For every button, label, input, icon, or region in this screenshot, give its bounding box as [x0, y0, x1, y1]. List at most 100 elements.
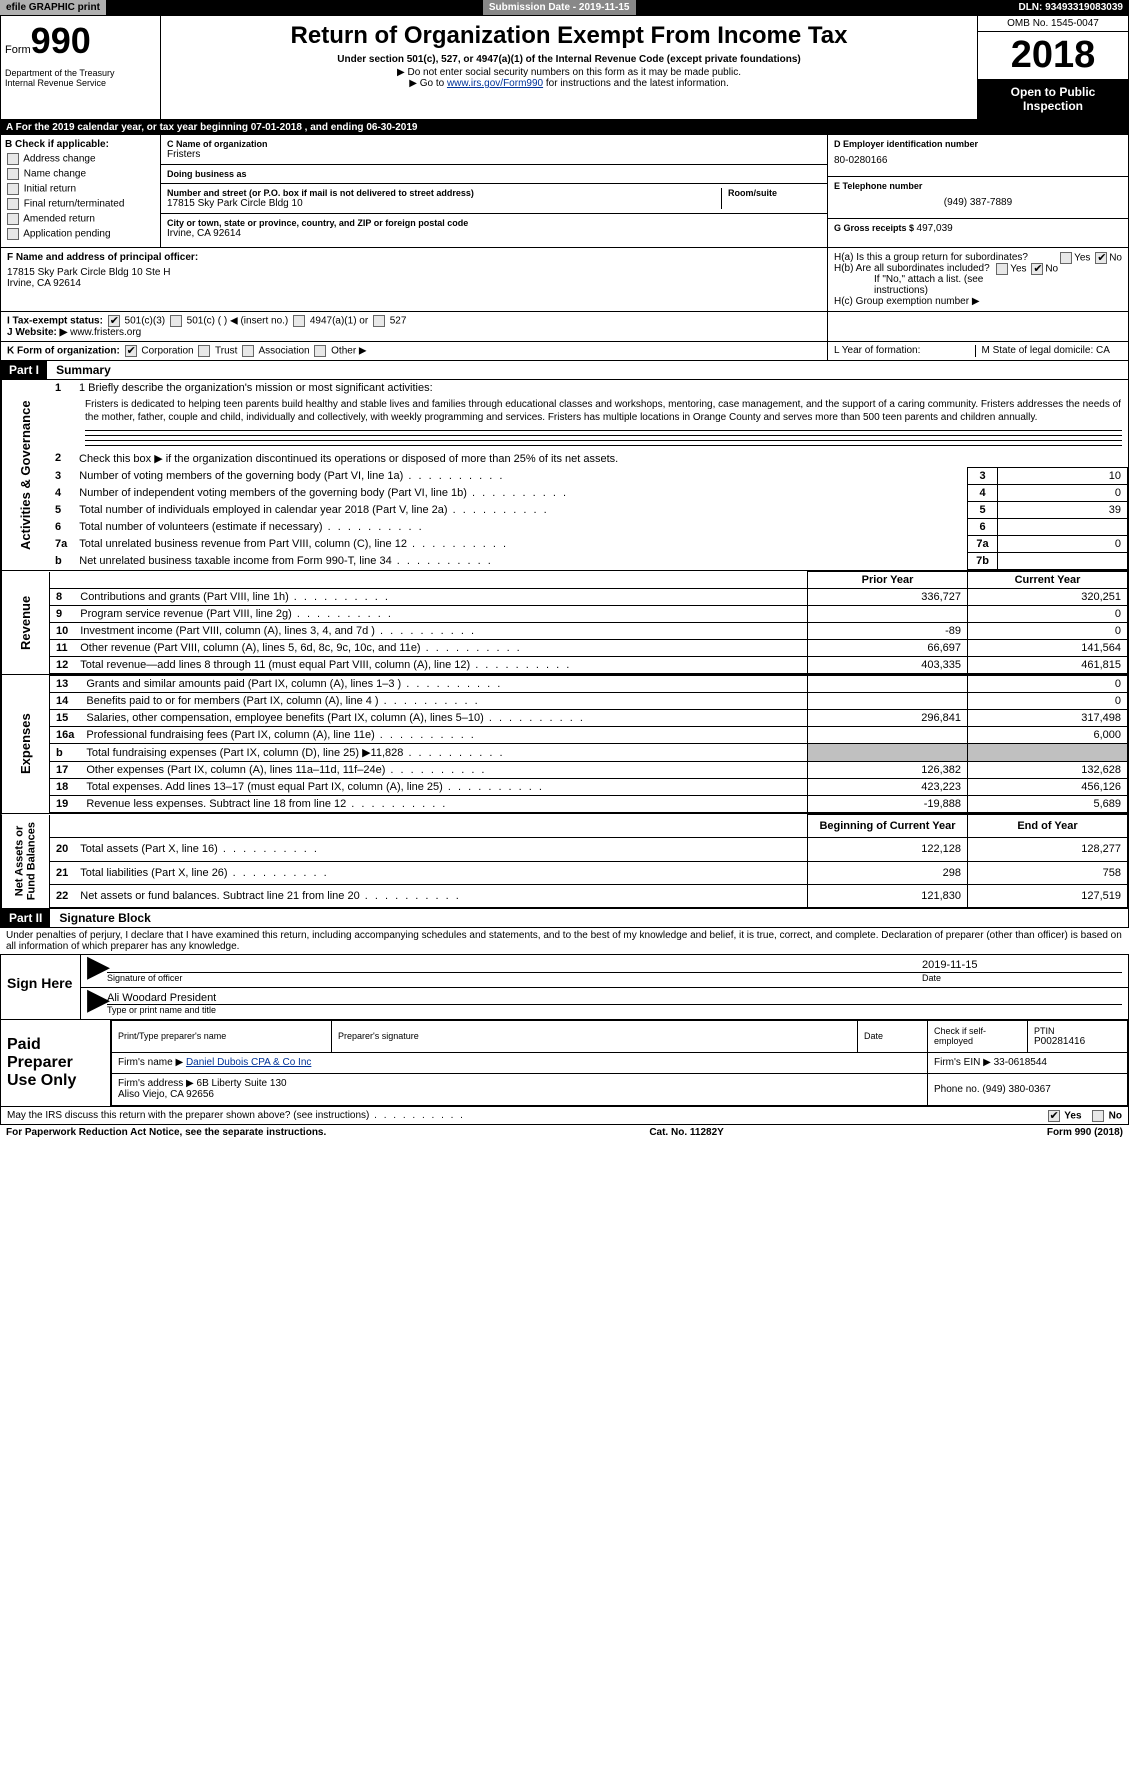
- discuss-text: May the IRS discuss this return with the…: [7, 1110, 369, 1121]
- checkbox-icon[interactable]: [1095, 252, 1107, 264]
- prep-date-label: Date: [864, 1031, 921, 1041]
- expenses-group: Expenses 13Grants and similar amounts pa…: [0, 675, 1129, 814]
- checkbox-icon[interactable]: [125, 345, 137, 357]
- prep-name-label: Print/Type preparer's name: [118, 1031, 325, 1041]
- revenue-group: Revenue Prior YearCurrent Year 8Contribu…: [0, 571, 1129, 675]
- part1-header: Part I Summary: [0, 361, 1129, 380]
- table-row: 22Net assets or fund balances. Subtract …: [50, 884, 1128, 907]
- table-row: 13Grants and similar amounts paid (Part …: [50, 676, 1128, 693]
- checkbox-icon[interactable]: [7, 168, 19, 180]
- submission-date: Submission Date - 2019-11-15: [483, 0, 636, 15]
- checkbox-icon[interactable]: [1048, 1110, 1060, 1122]
- arrow-icon: ▶: [87, 959, 107, 983]
- part2-title: Signature Block: [53, 909, 156, 927]
- table-row: bTotal fundraising expenses (Part IX, co…: [50, 744, 1128, 762]
- irs-link[interactable]: www.irs.gov/Form990: [447, 78, 543, 89]
- activities-governance: Activities & Governance 1 1 Briefly desc…: [0, 380, 1129, 571]
- opt-trust: Trust: [215, 346, 237, 357]
- footer: For Paperwork Reduction Act Notice, see …: [0, 1125, 1129, 1140]
- street-address: 17815 Sky Park Circle Bldg 10: [167, 198, 721, 209]
- form-org-label: K Form of organization:: [7, 346, 120, 357]
- table-row: b Net unrelated business taxable income …: [49, 553, 1128, 570]
- part2-tab: Part II: [1, 909, 50, 927]
- firm-phone: (949) 380-0367: [982, 1084, 1050, 1095]
- opt-501c: 501(c) ( ) ◀ (insert no.): [187, 316, 289, 327]
- checkbox-icon[interactable]: [108, 315, 120, 327]
- opt-assoc: Association: [258, 346, 309, 357]
- checkbox-icon[interactable]: [996, 263, 1008, 275]
- form-note-2: ▶ Go to www.irs.gov/Form990 for instruct…: [167, 78, 971, 89]
- cb-label: Initial return: [24, 184, 76, 195]
- header-right: OMB No. 1545-0047 2018 Open to Public In…: [978, 16, 1128, 119]
- sig-row-1: ▶ 2019-11-15 Signature of officerDate: [81, 955, 1128, 988]
- ein-row: D Employer identification number 80-0280…: [828, 135, 1128, 177]
- checkbox-icon[interactable]: [170, 315, 182, 327]
- checkbox-icon[interactable]: [1092, 1110, 1104, 1122]
- opt-other: Other ▶: [331, 346, 366, 357]
- no-label: No: [1109, 1111, 1122, 1122]
- checkbox-icon[interactable]: [314, 345, 326, 357]
- firm-addr-label: Firm's address ▶: [118, 1078, 194, 1089]
- side-label-revenue: Revenue: [1, 571, 49, 674]
- hc-right: [828, 312, 1128, 341]
- checkbox-icon[interactable]: [7, 198, 19, 210]
- officer-name: Ali Woodard President: [107, 992, 1122, 1005]
- cb-amended: Amended return: [5, 213, 156, 225]
- addr-label: Number and street (or P.O. box if mail i…: [167, 188, 721, 198]
- checkbox-icon[interactable]: [373, 315, 385, 327]
- table-row: 6 Total number of volunteers (estimate i…: [49, 519, 1128, 536]
- opt-501c3: 501(c)(3): [125, 316, 166, 327]
- cb-pending: Application pending: [5, 228, 156, 240]
- table-row: 3 Number of voting members of the govern…: [49, 468, 1128, 485]
- gross-row: G Gross receipts $ 497,039: [828, 219, 1128, 238]
- dept-label: Department of the Treasury Internal Reve…: [5, 68, 156, 88]
- sig-row-2: ▶ Ali Woodard President Type or print na…: [81, 988, 1128, 1019]
- cb-name: Name change: [5, 168, 156, 180]
- hc-label: H(c) Group exemption number ▶: [834, 296, 1122, 307]
- checkbox-icon[interactable]: [198, 345, 210, 357]
- dln: DLN: 93493319083039: [1012, 0, 1129, 15]
- ha-label: H(a) Is this a group return for subordin…: [834, 252, 1028, 263]
- checkbox-icon[interactable]: [1060, 252, 1072, 264]
- omb-number: OMB No. 1545-0047: [978, 16, 1128, 32]
- row-k-l-m: K Form of organization: Corporation Trus…: [0, 342, 1129, 361]
- mission-text: Fristers is dedicated to helping teen pa…: [49, 396, 1128, 426]
- paid-preparer-block: Paid Preparer Use Only Print/Type prepar…: [0, 1020, 1129, 1107]
- l-m-box: L Year of formation: M State of legal do…: [828, 342, 1128, 360]
- line-1: 1 1 Briefly describe the organization's …: [49, 380, 1128, 396]
- firm-name[interactable]: Daniel Dubois CPA & Co Inc: [186, 1057, 311, 1068]
- gross-value: 497,039: [917, 223, 953, 234]
- state-domicile: M State of legal domicile: CA: [975, 345, 1123, 357]
- table-row: 8Contributions and grants (Part VIII, li…: [50, 589, 1128, 606]
- checkbox-icon[interactable]: [293, 315, 305, 327]
- checkbox-icon[interactable]: [1031, 263, 1043, 275]
- yes-label: Yes: [1064, 1111, 1081, 1122]
- info-grid: B Check if applicable: Address change Na…: [0, 135, 1129, 248]
- side-label-gov: Activities & Governance: [1, 380, 49, 570]
- checkbox-icon[interactable]: [7, 183, 19, 195]
- tax-year: 2018: [978, 32, 1128, 79]
- tax-exempt-label: I Tax-exempt status:: [7, 316, 103, 327]
- checkbox-icon[interactable]: [7, 153, 19, 165]
- checkbox-icon[interactable]: [7, 213, 19, 225]
- table-row: 4 Number of independent voting members o…: [49, 485, 1128, 502]
- checkbox-icon[interactable]: [7, 228, 19, 240]
- firm-ein: 33-0618544: [994, 1057, 1047, 1068]
- checkbox-icon[interactable]: [242, 345, 254, 357]
- dba-label: Doing business as: [167, 169, 821, 179]
- form-subtitle: Under section 501(c), 527, or 4947(a)(1)…: [167, 54, 971, 65]
- principal-officer: F Name and address of principal officer:…: [1, 248, 828, 311]
- tax-exempt-row: I Tax-exempt status: 501(c)(3) 501(c) ( …: [1, 312, 828, 341]
- table-row: 5 Total number of individuals employed i…: [49, 502, 1128, 519]
- ein-label: D Employer identification number: [834, 139, 1122, 149]
- cb-label: Amended return: [23, 214, 95, 225]
- opt-4947: 4947(a)(1) or: [310, 316, 368, 327]
- footer-mid: Cat. No. 11282Y: [649, 1127, 723, 1138]
- side-label-net: Net Assets or Fund Balances: [1, 814, 49, 908]
- table-row: 14Benefits paid to or for members (Part …: [50, 693, 1128, 710]
- phone-value: (949) 387-7889: [834, 191, 1122, 214]
- cb-label: Address change: [23, 154, 95, 165]
- opt-corp: Corporation: [141, 346, 193, 357]
- footer-left: For Paperwork Reduction Act Notice, see …: [6, 1127, 326, 1138]
- form-title: Return of Organization Exempt From Incom…: [167, 22, 971, 50]
